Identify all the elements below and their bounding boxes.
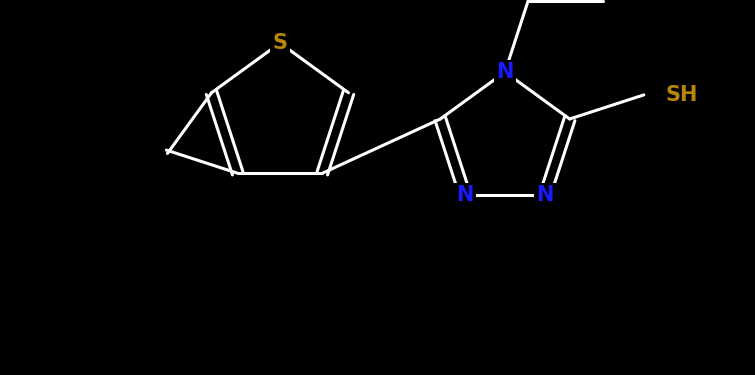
Text: SH: SH	[666, 85, 698, 105]
Text: N: N	[536, 185, 553, 205]
Text: N: N	[456, 185, 473, 205]
Text: S: S	[273, 33, 288, 53]
Text: N: N	[496, 62, 513, 82]
